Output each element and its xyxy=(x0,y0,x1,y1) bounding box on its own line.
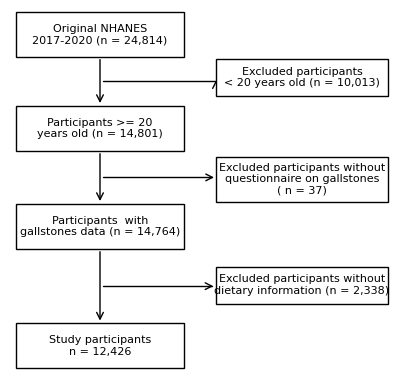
FancyBboxPatch shape xyxy=(16,106,184,151)
FancyBboxPatch shape xyxy=(216,157,388,202)
Text: Participants  with
gallstones data (n = 14,764): Participants with gallstones data (n = 1… xyxy=(20,216,180,237)
Text: Excluded participants without
dietary information (n = 2,338): Excluded participants without dietary in… xyxy=(214,274,390,296)
Text: Original NHANES
2017-2020 (n = 24,814): Original NHANES 2017-2020 (n = 24,814) xyxy=(32,24,168,45)
Text: Excluded participants without
questionnaire on gallstones
( n = 37): Excluded participants without questionna… xyxy=(219,163,385,196)
FancyBboxPatch shape xyxy=(16,12,184,57)
FancyBboxPatch shape xyxy=(216,59,388,96)
Text: Excluded participants
< 20 years old (n = 10,013): Excluded participants < 20 years old (n … xyxy=(224,67,380,88)
FancyBboxPatch shape xyxy=(16,204,184,249)
Text: Study participants
n = 12,426: Study participants n = 12,426 xyxy=(49,335,151,357)
FancyBboxPatch shape xyxy=(216,267,388,304)
Text: Participants >= 20
years old (n = 14,801): Participants >= 20 years old (n = 14,801… xyxy=(37,118,163,139)
FancyBboxPatch shape xyxy=(16,323,184,368)
